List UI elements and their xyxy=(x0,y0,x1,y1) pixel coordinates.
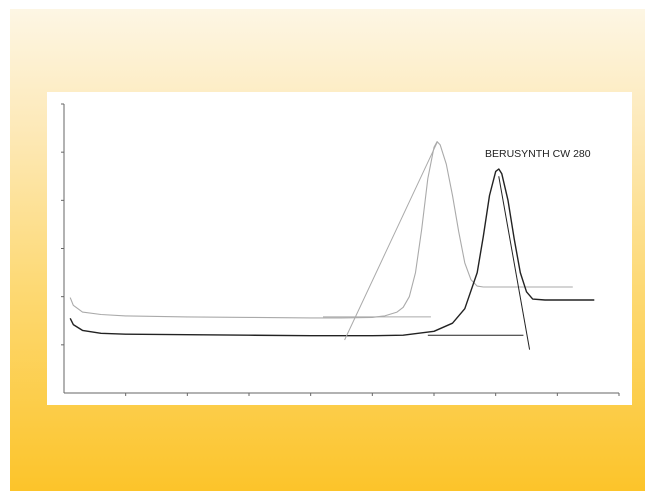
series-annotation-label: BERUSYNTH CW 280 xyxy=(485,148,591,160)
slide-background: BERUSYNTH CW 280 xyxy=(10,9,645,491)
chromatogram-chart: BERUSYNTH CW 280 xyxy=(61,103,620,396)
series-line-1 xyxy=(69,141,573,319)
tangent-line-2 xyxy=(498,176,531,350)
tangent-line-1 xyxy=(344,142,438,341)
chart-panel: BERUSYNTH CW 280 xyxy=(47,92,632,405)
series-line-2 xyxy=(69,168,595,337)
